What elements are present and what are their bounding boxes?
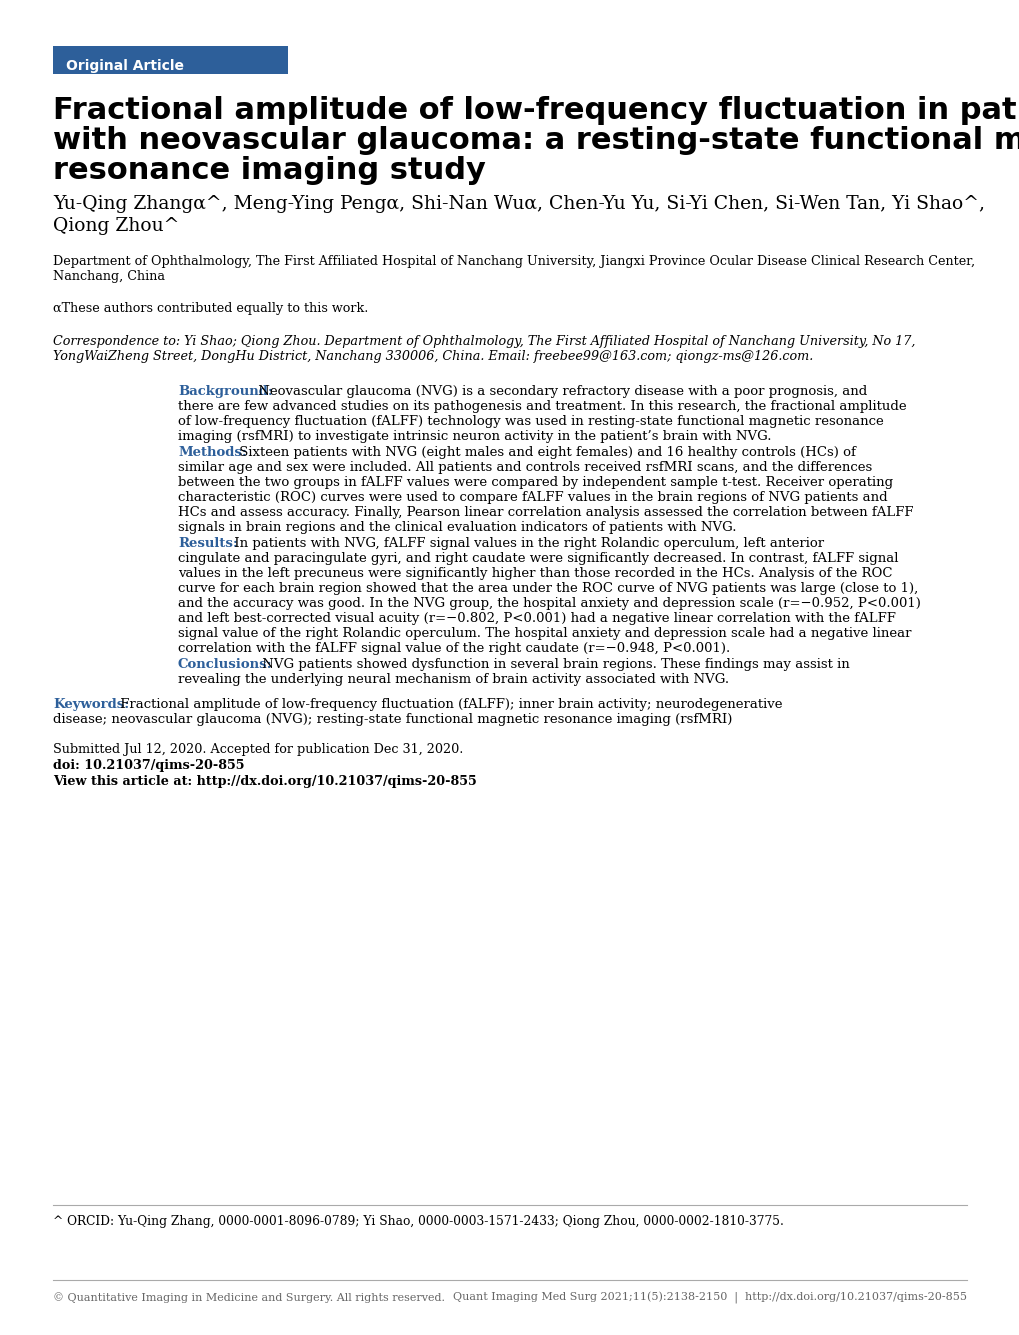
Text: Original Article: Original Article (66, 59, 183, 73)
Text: YongWaiZheng Street, DongHu District, Nanchang 330006, China. Email: freebee99@1: YongWaiZheng Street, DongHu District, Na… (53, 350, 812, 363)
Text: Sixteen patients with NVG (eight males and eight females) and 16 healthy control: Sixteen patients with NVG (eight males a… (234, 446, 855, 459)
Text: doi: 10.21037/qims-20-855: doi: 10.21037/qims-20-855 (53, 760, 245, 772)
Text: Keywords:: Keywords: (53, 698, 129, 712)
Text: Conclusions:: Conclusions: (178, 658, 272, 672)
Text: with neovascular glaucoma: a resting-state functional magnetic: with neovascular glaucoma: a resting-sta… (53, 125, 1019, 155)
Text: HCs and assess accuracy. Finally, Pearson linear correlation analysis assessed t: HCs and assess accuracy. Finally, Pearso… (178, 506, 913, 519)
Text: there are few advanced studies on its pathogenesis and treatment. In this resear: there are few advanced studies on its pa… (178, 400, 906, 413)
Text: Fractional amplitude of low-frequency fluctuation in patients: Fractional amplitude of low-frequency fl… (53, 96, 1019, 125)
Text: NVG patients showed dysfunction in several brain regions. These findings may ass: NVG patients showed dysfunction in sever… (258, 658, 849, 672)
Text: imaging (rsfMRI) to investigate intrinsic neuron activity in the patient’s brain: imaging (rsfMRI) to investigate intrinsi… (178, 430, 770, 443)
Text: ^ ORCID: Yu-Qing Zhang, 0000-0001-8096-0789; Yi Shao, 0000-0003-1571-2433; Qiong: ^ ORCID: Yu-Qing Zhang, 0000-0001-8096-0… (53, 1215, 784, 1228)
Text: similar age and sex were included. All patients and controls received rsfMRI sca: similar age and sex were included. All p… (178, 461, 871, 474)
Text: and the accuracy was good. In the NVG group, the hospital anxiety and depression: and the accuracy was good. In the NVG gr… (178, 597, 920, 610)
Text: curve for each brain region showed that the area under the ROC curve of NVG pati: curve for each brain region showed that … (178, 582, 917, 595)
Text: © Quantitative Imaging in Medicine and Surgery. All rights reserved.: © Quantitative Imaging in Medicine and S… (53, 1292, 444, 1303)
Text: Correspondence to: Yi Shao; Qiong Zhou. Department of Ophthalmology, The First A: Correspondence to: Yi Shao; Qiong Zhou. … (53, 335, 914, 348)
Text: disease; neovascular glaucoma (NVG); resting-state functional magnetic resonance: disease; neovascular glaucoma (NVG); res… (53, 713, 732, 726)
Text: correlation with the fALFF signal value of the right caudate (r=−0.948, P<0.001): correlation with the fALFF signal value … (178, 642, 730, 655)
Text: Results:: Results: (178, 537, 237, 550)
Text: and left best-corrected visual acuity (r=−0.802, P<0.001) had a negative linear : and left best-corrected visual acuity (r… (178, 611, 895, 625)
Text: Quant Imaging Med Surg 2021;11(5):2138-2150  |  http://dx.doi.org/10.21037/qims-: Quant Imaging Med Surg 2021;11(5):2138-2… (452, 1292, 966, 1304)
Text: View this article at: http://dx.doi.org/10.21037/qims-20-855: View this article at: http://dx.doi.org/… (53, 776, 476, 788)
Text: Yu-Qing Zhangα^, Meng-Ying Pengα, Shi-Nan Wuα, Chen-Yu Yu, Si-Yi Chen, Si-Wen Ta: Yu-Qing Zhangα^, Meng-Ying Pengα, Shi-Na… (53, 195, 984, 214)
Text: Nanchang, China: Nanchang, China (53, 270, 165, 283)
Text: resonance imaging study: resonance imaging study (53, 156, 485, 186)
Text: αThese authors contributed equally to this work.: αThese authors contributed equally to th… (53, 302, 368, 315)
Text: Neovascular glaucoma (NVG) is a secondary refractory disease with a poor prognos: Neovascular glaucoma (NVG) is a secondar… (254, 384, 866, 398)
Text: signals in brain regions and the clinical evaluation indicators of patients with: signals in brain regions and the clinica… (178, 521, 736, 534)
Text: characteristic (ROC) curves were used to compare fALFF values in the brain regio: characteristic (ROC) curves were used to… (178, 491, 887, 505)
FancyBboxPatch shape (53, 45, 287, 73)
Text: Department of Ophthalmology, The First Affiliated Hospital of Nanchang Universit: Department of Ophthalmology, The First A… (53, 255, 974, 268)
Text: of low-frequency fluctuation (fALFF) technology was used in resting-state functi: of low-frequency fluctuation (fALFF) tec… (178, 415, 882, 429)
Text: between the two groups in fALFF values were compared by independent sample t-tes: between the two groups in fALFF values w… (178, 477, 893, 489)
Text: cingulate and paracingulate gyri, and right caudate were significantly decreased: cingulate and paracingulate gyri, and ri… (178, 551, 898, 565)
Text: signal value of the right Rolandic operculum. The hospital anxiety and depressio: signal value of the right Rolandic operc… (178, 627, 911, 639)
Text: In patients with NVG, fALFF signal values in the right Rolandic operculum, left : In patients with NVG, fALFF signal value… (229, 537, 823, 550)
Text: Fractional amplitude of low-frequency fluctuation (fALFF); inner brain activity;: Fractional amplitude of low-frequency fl… (116, 698, 782, 712)
Text: values in the left precuneus were significantly higher than those recorded in th: values in the left precuneus were signif… (178, 567, 892, 579)
Text: Methods:: Methods: (178, 446, 247, 459)
Text: revealing the underlying neural mechanism of brain activity associated with NVG.: revealing the underlying neural mechanis… (178, 673, 729, 686)
Text: Submitted Jul 12, 2020. Accepted for publication Dec 31, 2020.: Submitted Jul 12, 2020. Accepted for pub… (53, 744, 463, 756)
Text: Background:: Background: (178, 384, 273, 398)
Text: Qiong Zhou^: Qiong Zhou^ (53, 218, 179, 235)
